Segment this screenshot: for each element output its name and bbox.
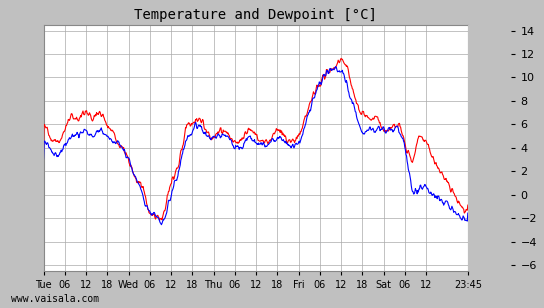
Title: Temperature and Dewpoint [°C]: Temperature and Dewpoint [°C] <box>134 8 377 22</box>
Text: www.vaisala.com: www.vaisala.com <box>11 294 99 304</box>
